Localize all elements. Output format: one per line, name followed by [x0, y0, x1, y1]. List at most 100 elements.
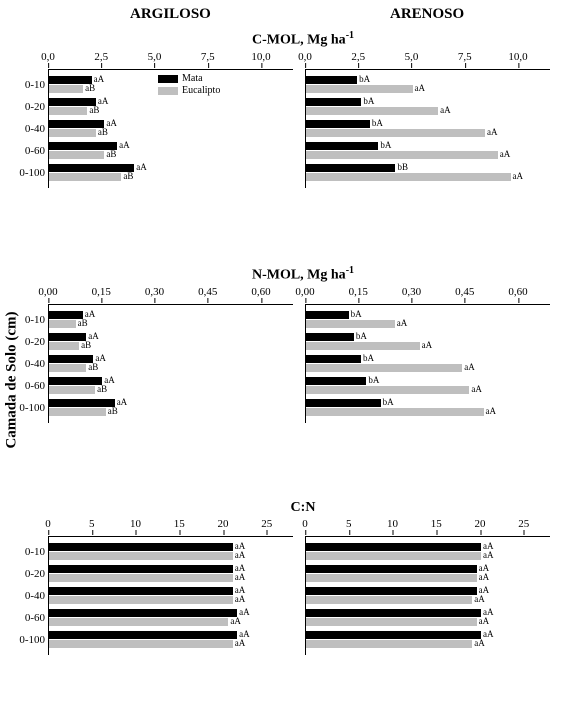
category-group: bB aA [306, 164, 550, 182]
y-tick-label: 0-40 [25, 123, 45, 135]
category-group: bAaA [306, 120, 550, 138]
plot-area: 0-10aAaA0-20aAaA0-40aAaA0-60aAaA0-100aAa… [48, 537, 293, 655]
category-group: bAaA [306, 311, 550, 329]
bar-label: bA [372, 118, 383, 128]
category-group: 0-60aAaB [49, 142, 293, 160]
panel-left: 0,000,150,300,450,600-10aAaB0-20aAaB0-40… [48, 286, 293, 423]
panels: 05101520250-10aAaA0-20aAaA0-40aAaA0-60aA… [48, 518, 558, 655]
bar-mata: bA [306, 399, 381, 407]
bar-label: aA [500, 149, 511, 159]
bar-label: bA [383, 397, 394, 407]
bar-mata: aA [49, 355, 93, 363]
x-tick: 0,45 [455, 286, 474, 298]
bar-eucalipto: aA [306, 386, 469, 394]
x-tick: 0,30 [145, 286, 164, 298]
bar-label: aB [78, 318, 88, 328]
x-tick: 0,0 [298, 51, 312, 63]
x-axis: 0,02,55,07,510,0 [305, 51, 550, 70]
bar-label: aA [235, 638, 246, 648]
y-tick-label: 0-100 [19, 634, 45, 646]
bar-mata: aA [306, 565, 477, 573]
plot-area: aAaAaAaAaAaAaAaAaAaA [305, 537, 550, 655]
bar-mata: aA [49, 631, 237, 639]
bar-label: bA [356, 331, 367, 341]
bar-eucalipto: aA [306, 320, 395, 328]
category-group: 0-100aAaB [49, 164, 293, 182]
x-tick: 0,60 [251, 286, 270, 298]
x-tick: 5,0 [405, 51, 419, 63]
bar-label: aA [479, 572, 490, 582]
legend-item-mata: Mata [158, 73, 220, 85]
bar-eucalipto: aB [49, 107, 87, 115]
bar-mata: aA [49, 565, 233, 573]
bar-mata: aA [49, 120, 104, 128]
x-tick: 10,0 [508, 51, 527, 63]
y-tick-label: 0-10 [25, 546, 45, 558]
bar-label: aB [98, 127, 108, 137]
x-tick: 10,0 [251, 51, 270, 63]
bar-mata: aA [49, 377, 102, 385]
category-group: bAaA [306, 355, 550, 373]
bar-eucalipto: aB [49, 342, 79, 350]
category-group: 0-60aAaB [49, 377, 293, 395]
x-tick: 0,00 [295, 286, 314, 298]
bar-eucalipto: aB [49, 320, 76, 328]
bar-label: aA [94, 74, 105, 84]
bar-eucalipto: aA [306, 574, 477, 582]
bar-label: aA [474, 594, 485, 604]
x-tick: 7,5 [458, 51, 472, 63]
bar-label: bA [363, 353, 374, 363]
bar-eucalipto: aA [306, 640, 472, 648]
category-group: 0-100aAaA [49, 631, 293, 649]
bar-label: aA [235, 550, 246, 560]
bar-eucalipto: aA [306, 107, 438, 115]
bar-label: aB [106, 149, 116, 159]
x-tick: 15 [431, 518, 442, 530]
bar-eucalipto: aB [49, 364, 86, 372]
x-tick: 10 [387, 518, 398, 530]
bar-label: aA [117, 397, 128, 407]
x-tick: 5 [346, 518, 352, 530]
panel-left: 05101520250-10aAaA0-20aAaA0-40aAaA0-60aA… [48, 518, 293, 655]
category-group: bAaA [306, 142, 550, 160]
bar-eucalipto: aB [49, 151, 104, 159]
x-tick: 0,0 [41, 51, 55, 63]
x-tick: 20 [218, 518, 229, 530]
bar-label: aA [422, 340, 433, 350]
x-tick: 15 [174, 518, 185, 530]
bar-label: aB [123, 171, 133, 181]
x-tick: 5,0 [148, 51, 162, 63]
bar-label: bB [397, 162, 408, 172]
bar-mata: bA [306, 311, 349, 319]
bar-eucalipto: aA [49, 552, 233, 560]
x-tick: 2,5 [94, 51, 108, 63]
bar-mata: aA [306, 543, 481, 551]
category-group: aAaA [306, 565, 550, 583]
chart-row-0: C-MOL, Mg ha-10,02,55,07,510,00-10aAaB0-… [48, 30, 558, 188]
bar-mata: aA [306, 609, 481, 617]
bar-mata: bB [306, 164, 395, 172]
bar-label: aA [513, 171, 524, 181]
plot-area: 0-10aAaB0-20aAaB0-40aAaB0-60aAaB0-100aAa… [48, 305, 293, 423]
bar-eucalipto: aB [49, 173, 121, 181]
x-tick: 10 [130, 518, 141, 530]
bar-eucalipto: aA [49, 596, 233, 604]
bar-mata: bA [306, 98, 361, 106]
category-group: aAaA [306, 631, 550, 649]
bar-label: aB [88, 362, 98, 372]
category-group: 0-60aAaA [49, 609, 293, 627]
legend-swatch [158, 75, 178, 83]
category-group: 0-20aAaB [49, 333, 293, 351]
bar-label: aB [81, 340, 91, 350]
bar-label: aB [85, 83, 95, 93]
bar-eucalipto: aB [49, 386, 95, 394]
x-tick: 0,45 [198, 286, 217, 298]
bar-label: aB [108, 406, 118, 416]
bar-eucalipto: aA [49, 618, 228, 626]
bar-mata: bA [306, 120, 370, 128]
x-tick: 25 [261, 518, 272, 530]
category-group: 0-40aAaB [49, 120, 293, 138]
y-axis-label: Camada de Solo (cm) [4, 311, 21, 448]
category-group: 0-10aAaA [49, 543, 293, 561]
x-tick: 0,15 [92, 286, 111, 298]
